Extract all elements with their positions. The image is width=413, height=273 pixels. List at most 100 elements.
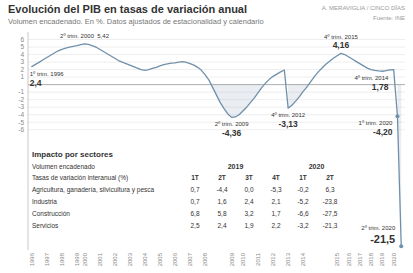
y-tick-label: 1 xyxy=(20,73,24,80)
table-value: -21,3 xyxy=(323,222,338,229)
x-tick-label: 2018 xyxy=(368,252,374,266)
x-tick-label: 2015 xyxy=(334,252,340,266)
table-value: 0,0 xyxy=(244,186,253,193)
table-value: -5,2 xyxy=(297,198,309,205)
y-tick-label: -5 xyxy=(18,119,24,126)
table-sector: Construcción xyxy=(32,210,70,217)
table-value: -3,2 xyxy=(297,222,309,229)
sector-table: Impacto por sectores Volumen encadenado 20… xyxy=(32,150,338,229)
annotation-value: -21,5 xyxy=(370,233,395,245)
grid-line xyxy=(28,99,405,100)
x-tick-label: 1996 xyxy=(29,252,35,266)
x-tick-label: 2006 xyxy=(172,252,178,266)
source: Fuente: INE xyxy=(373,15,405,21)
y-tick-label: -2 xyxy=(18,96,24,103)
table-value: 1,6 xyxy=(217,198,226,205)
table-value: 2,4 xyxy=(217,222,226,229)
table-value: -0,2 xyxy=(297,186,309,193)
grid-line xyxy=(28,114,405,115)
x-tick-label: 2016 xyxy=(346,252,352,266)
grid-line xyxy=(28,77,405,78)
table-value: -27,5 xyxy=(323,210,338,217)
grid-line xyxy=(28,107,405,108)
x-tick-label: 1997 xyxy=(44,252,50,266)
x-tick-label: 2020 xyxy=(391,252,397,266)
table-quarter: 2T xyxy=(218,174,226,181)
annotation-value: 4,16 xyxy=(333,40,350,50)
x-tick-label: 1999 xyxy=(74,252,80,266)
x-tick-label: 2005 xyxy=(157,252,163,266)
annotation-text: 1º trim. 1996 xyxy=(30,71,65,77)
table-value: 1,7 xyxy=(271,210,280,217)
y-tick-label: 6 xyxy=(20,36,24,43)
x-tick-label: 2011 xyxy=(255,252,261,266)
table-quarter: 3T xyxy=(245,174,253,181)
x-tick-label: 2017 xyxy=(357,252,363,266)
x-tick-label: 2010 xyxy=(240,252,246,266)
annotation-text: 4º trim. 2012 xyxy=(271,112,306,118)
table-value: -23,8 xyxy=(323,198,338,205)
grid-line xyxy=(28,54,405,55)
annotation-text: 4º trim. 2014 xyxy=(355,75,390,81)
x-tick-label: 2004 xyxy=(142,252,148,266)
plot-area xyxy=(32,44,403,248)
x-tick-label: 2014 xyxy=(300,252,306,266)
annotation-value: 2,4 xyxy=(30,78,42,88)
table-year: 2019 xyxy=(228,163,244,170)
table-quarter: 2T xyxy=(326,174,334,181)
x-tick-label: 2001 xyxy=(97,252,103,266)
annotation-value: 1,78 xyxy=(372,82,389,92)
x-tick-label: 2000 xyxy=(82,252,88,266)
end-dot xyxy=(399,244,403,248)
y-tick-label: -6 xyxy=(18,126,24,133)
table-subtitle: Tasas de variación interanual (%) xyxy=(32,174,128,182)
table-value: 2,2 xyxy=(271,222,280,229)
y-tick-label: 5 xyxy=(20,43,24,50)
table-value: 2,4 xyxy=(244,198,253,205)
table-quarter: 1T xyxy=(299,174,307,181)
annotation-text: 2º trim. 2000 5,42 xyxy=(60,33,110,39)
gdp-line xyxy=(32,44,401,246)
x-tick-label: 2002 xyxy=(112,252,118,266)
title: Evolución del PIB en tasas de variación … xyxy=(8,3,247,15)
y-tick-label: 3 xyxy=(20,58,24,65)
table-sector: Servicios xyxy=(32,222,59,229)
y-tick-label: 4 xyxy=(20,51,24,58)
x-tick-label: 2013 xyxy=(285,252,291,266)
y-tick-label: 2 xyxy=(20,66,24,73)
table-value: -6,6 xyxy=(297,210,309,217)
table-value: -5,3 xyxy=(270,186,282,193)
table-value: 0,7 xyxy=(190,198,199,205)
table-value: 6,8 xyxy=(190,210,199,217)
x-tick-label: 1998 xyxy=(59,252,65,266)
grid-line xyxy=(28,62,405,63)
y-tick-label: -3 xyxy=(18,103,24,110)
end-dot xyxy=(395,114,399,118)
table-sector: Agricultura, ganadería, silvicultura y p… xyxy=(32,186,155,194)
table-title: Impacto por sectores xyxy=(32,150,113,159)
table-value: 6,3 xyxy=(325,186,334,193)
annotation-text: 2º trim. 2020 xyxy=(361,225,396,231)
table-sector: Industria xyxy=(32,198,57,205)
x-tick-label: 2019 xyxy=(379,252,385,266)
table-year: 2020 xyxy=(309,163,325,170)
subtitle: Volumen encadenado. En %. Datos ajustado… xyxy=(8,17,264,26)
chart: Evolución del PIB en tasas de variación … xyxy=(0,0,413,273)
table-quarter: 1T xyxy=(191,174,199,181)
grid xyxy=(28,40,405,130)
x-tick-label: 2007 xyxy=(187,252,193,266)
x-tick-label: 2003 xyxy=(127,252,133,266)
x-tick-label: 2009 xyxy=(229,252,235,266)
x-tick-label: 2012 xyxy=(270,252,276,266)
grid-line xyxy=(28,129,405,130)
annotation-value: -4,20 xyxy=(373,127,393,137)
table-value: 1,9 xyxy=(244,222,253,229)
annotation-text: 1º trim. 2020 xyxy=(359,120,394,126)
table-subtitle: Volumen encadenado xyxy=(32,163,95,170)
y-tick-label: -4 xyxy=(18,111,24,118)
table-quarter: 4T xyxy=(272,174,280,181)
table-value: 0,7 xyxy=(190,186,199,193)
table-value: 3,2 xyxy=(244,210,253,217)
negative-area xyxy=(288,85,307,109)
table-value: 2,1 xyxy=(271,198,280,205)
